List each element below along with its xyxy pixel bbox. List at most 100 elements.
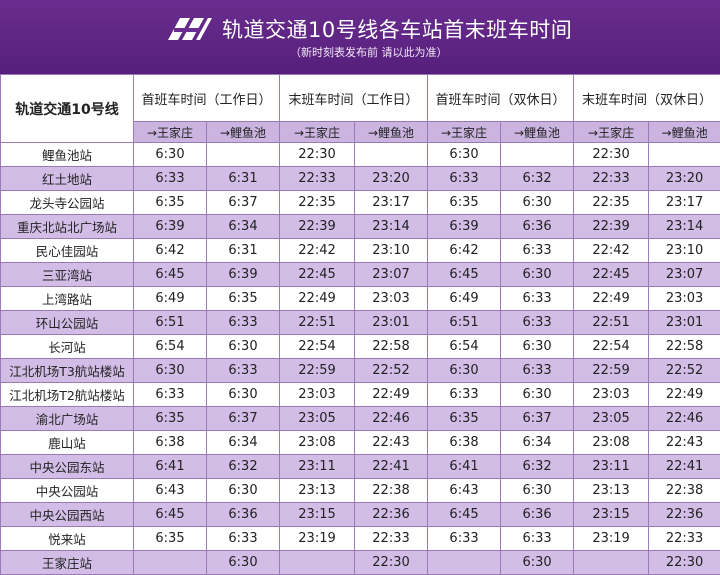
time-cell: 6:49 [428,287,501,311]
time-cell: 22:42 [574,239,649,263]
time-cell: 6:35 [134,527,207,551]
station-name-cell: 红土地站 [1,167,134,191]
time-cell: 6:43 [428,479,501,503]
time-cell: 23:03 [280,383,355,407]
time-cell: 6:37 [501,407,574,431]
time-cell: 23:03 [574,383,649,407]
time-cell: 23:08 [280,431,355,455]
time-cell: 22:59 [280,359,355,383]
time-cell: 6:54 [134,335,207,359]
station-name-cell: 龙头寺公园站 [1,191,134,215]
time-cell: 22:39 [280,215,355,239]
time-cell: 23:19 [280,527,355,551]
time-cell: 22:38 [355,479,428,503]
direction-header: →鲤鱼池 [207,122,280,143]
time-cell: 6:33 [428,383,501,407]
time-cell [501,143,574,167]
time-cell: 6:31 [207,167,280,191]
time-cell: 22:33 [355,527,428,551]
time-cell: 22:30 [355,551,428,575]
time-cell: 6:33 [207,359,280,383]
time-cell: 22:43 [649,431,720,455]
time-cell: 6:30 [207,383,280,407]
station-name-cell: 上湾路站 [1,287,134,311]
station-name-cell: 中央公园西站 [1,503,134,527]
time-cell: 6:51 [428,311,501,335]
station-name-cell: 长河站 [1,335,134,359]
timetable: 轨道交通10号线 首班车时间（工作日） 末班车时间（工作日） 首班车时间（双休日… [0,74,720,575]
time-cell: 22:30 [649,551,720,575]
time-cell: 6:30 [207,335,280,359]
time-cell: 6:36 [501,215,574,239]
time-cell: 23:07 [649,263,720,287]
time-cell: 6:45 [428,503,501,527]
time-cell: 6:45 [134,503,207,527]
station-name-cell: 江北机场T3航站楼站 [1,359,134,383]
time-cell: 22:49 [649,383,720,407]
time-cell: 22:36 [355,503,428,527]
station-name-cell: 民心佳园站 [1,239,134,263]
time-cell: 22:49 [355,383,428,407]
time-cell: 6:32 [501,167,574,191]
time-cell: 22:45 [574,263,649,287]
station-name-cell: 中央公园东站 [1,455,134,479]
time-cell: 6:30 [134,143,207,167]
time-cell: 6:30 [134,359,207,383]
time-cell: 6:38 [428,431,501,455]
time-cell: 22:33 [574,167,649,191]
time-cell: 22:46 [355,407,428,431]
time-cell: 22:58 [649,335,720,359]
time-cell: 6:33 [134,167,207,191]
time-cell: 22:38 [649,479,720,503]
station-name-cell: 中央公园站 [1,479,134,503]
time-cell: 6:30 [428,359,501,383]
time-cell: 6:45 [134,263,207,287]
time-cell [355,143,428,167]
time-cell: 23:10 [649,239,720,263]
station-name-cell: 江北机场T2航站楼站 [1,383,134,407]
group-header: 首班车时间（工作日） [134,75,280,122]
time-cell: 22:33 [649,527,720,551]
time-cell: 6:30 [501,191,574,215]
rail-transit-logo-icon [166,14,214,44]
time-cell: 6:36 [501,503,574,527]
time-cell: 6:45 [428,263,501,287]
time-cell: 23:07 [355,263,428,287]
time-cell: 22:49 [280,287,355,311]
station-name-cell: 鲤鱼池站 [1,143,134,167]
time-cell: 22:52 [649,359,720,383]
time-cell [649,143,720,167]
time-cell: 6:35 [428,407,501,431]
time-cell: 6:30 [428,143,501,167]
time-cell: 22:59 [574,359,649,383]
time-cell: 22:30 [574,143,649,167]
time-cell [428,551,501,575]
time-cell: 23:20 [649,167,720,191]
time-cell: 22:52 [355,359,428,383]
time-cell: 22:45 [280,263,355,287]
time-cell: 23:20 [355,167,428,191]
header-banner: 轨道交通10号线各车站首末班车时间 （新时刻表发布前 请以此为准） [0,0,720,74]
time-cell: 22:35 [280,191,355,215]
time-cell: 6:39 [207,263,280,287]
group-header: 末班车时间（工作日） [280,75,428,122]
time-cell: 22:33 [280,167,355,191]
time-cell: 6:37 [207,407,280,431]
time-cell: 6:51 [134,311,207,335]
time-cell: 23:10 [355,239,428,263]
time-cell [207,143,280,167]
time-cell: 23:13 [574,479,649,503]
time-cell: 6:33 [207,527,280,551]
time-cell: 6:54 [428,335,501,359]
time-cell: 22:43 [355,431,428,455]
time-cell: 23:05 [574,407,649,431]
time-cell: 6:43 [134,479,207,503]
